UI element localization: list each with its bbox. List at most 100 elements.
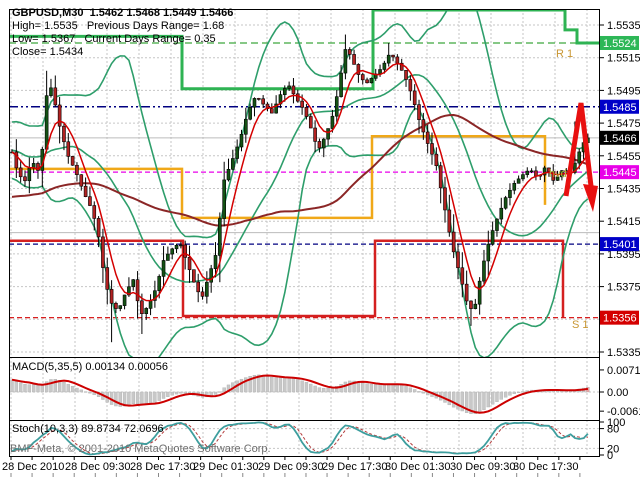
macd-histogram-bar — [521, 391, 525, 393]
price-badge — [600, 237, 639, 252]
candle-body — [313, 127, 317, 142]
time-axis-label: 28 Dec 2010 — [2, 461, 64, 473]
candle-body — [404, 69, 408, 80]
candle-body — [412, 90, 417, 105]
candle-body — [417, 104, 421, 120]
macd-histogram-bar — [261, 375, 265, 393]
candle-body — [443, 187, 447, 211]
candle-body — [486, 243, 491, 262]
macd-histogram-bar — [499, 391, 503, 400]
candle-body — [27, 168, 32, 182]
candle-body — [140, 300, 144, 315]
macd-histogram-bar — [313, 385, 317, 393]
stoch-axis-label: 0 — [607, 450, 613, 462]
macd-histogram-bar — [244, 377, 248, 393]
macd-histogram-bar — [153, 391, 157, 403]
symbol-quote-line: GBPUSD,M30 1.5462 1.5468 1.5449 1.5466 — [12, 7, 234, 19]
candle-body — [131, 279, 136, 288]
macd-histogram-bar — [490, 391, 495, 405]
macd-histogram-bar — [503, 391, 508, 398]
candle-body — [218, 218, 222, 256]
candle-body — [529, 170, 534, 173]
macd-histogram-bar — [378, 384, 382, 393]
candle-body — [295, 93, 300, 102]
candle-body — [330, 115, 335, 129]
macd-histogram-bar — [456, 391, 460, 410]
candle-body — [209, 268, 213, 283]
bollinger-band-line — [11, 73, 589, 283]
macd-histogram-bar — [183, 391, 187, 394]
price-axis-label: 1.5475 — [607, 118, 640, 130]
macd-histogram-bar — [404, 386, 408, 393]
macd-histogram-bar — [482, 391, 486, 410]
macd-histogram-bar — [412, 389, 417, 393]
candle-body — [92, 205, 97, 219]
candle-body — [551, 171, 556, 181]
macd-histogram-bar — [23, 384, 27, 393]
low-range-line: Low= 1.5367 Current Days Range= 0.35 — [12, 33, 216, 45]
stoch-axis-label: 80 — [607, 424, 619, 436]
candle-body — [179, 244, 183, 247]
bollinger-band-line — [11, 9, 589, 239]
macd-histogram-bar — [348, 380, 352, 393]
price-badge — [600, 35, 639, 50]
macd-histogram-bar — [274, 377, 278, 393]
candle-body — [287, 85, 291, 89]
macd-histogram-bar — [140, 391, 144, 405]
macd-histogram-bar — [460, 391, 465, 412]
candle-body — [66, 141, 71, 157]
macd-histogram-bar — [291, 378, 296, 393]
macd-histogram-bar — [335, 386, 339, 393]
chart-annotation: hvd — [549, 168, 567, 180]
candle-body — [53, 87, 58, 106]
macd-histogram-bar — [304, 382, 309, 393]
candle-body — [105, 267, 110, 290]
stoch-main-line — [11, 421, 589, 456]
candle-body — [473, 303, 478, 309]
macd-histogram-bar — [477, 391, 482, 413]
panel-frame — [9, 420, 600, 457]
candle-body — [339, 72, 343, 97]
candle-body — [200, 291, 205, 297]
macd-histogram-bar — [473, 391, 478, 414]
price-axis-label: 1.5375 — [607, 282, 640, 294]
price-axis-label: 1.5415 — [607, 216, 640, 228]
price-axis-label: 1.5395 — [607, 249, 640, 261]
macd-axis-label: -0.00618 — [607, 406, 640, 418]
candle-body — [477, 280, 482, 305]
macd-histogram-bar — [144, 391, 148, 405]
macd-histogram-bar — [365, 383, 369, 393]
candle-body — [83, 185, 88, 197]
candle-body — [144, 308, 149, 315]
candle-body — [469, 300, 473, 309]
chart-annotation: S 1 — [572, 319, 589, 331]
macd-histogram-bar — [222, 387, 226, 393]
macd-histogram-bar — [70, 386, 75, 393]
candle-body — [101, 236, 105, 268]
price-badge — [600, 165, 639, 180]
candle-body — [399, 62, 404, 71]
time-axis-label: 29 Dec 09:30 — [258, 461, 323, 473]
candle-body — [321, 138, 326, 149]
macd-histogram-bar — [309, 383, 313, 393]
candle-body — [326, 128, 330, 140]
candle-body — [62, 125, 66, 143]
candle-body — [14, 151, 19, 169]
candle-body — [334, 96, 339, 117]
macd-histogram-bar — [170, 391, 174, 396]
candle-body — [516, 178, 521, 184]
candle-body — [460, 267, 465, 285]
macd-panel — [9, 374, 599, 414]
candle-body — [282, 88, 287, 95]
candle-body — [555, 176, 560, 181]
time-axis-label: 30 Dec 09:30 — [450, 461, 515, 473]
time-axis-label: 29 Dec 17:30 — [322, 461, 387, 473]
price-badge-label: 1.5401 — [603, 239, 637, 251]
candle-body — [347, 49, 352, 55]
candle-body — [447, 209, 452, 233]
macd-axis-label: 0.00 — [607, 387, 628, 399]
candle-body — [231, 158, 235, 170]
time-axis-label: 30 Dec 17:30 — [513, 461, 578, 473]
candle-body — [512, 183, 517, 191]
